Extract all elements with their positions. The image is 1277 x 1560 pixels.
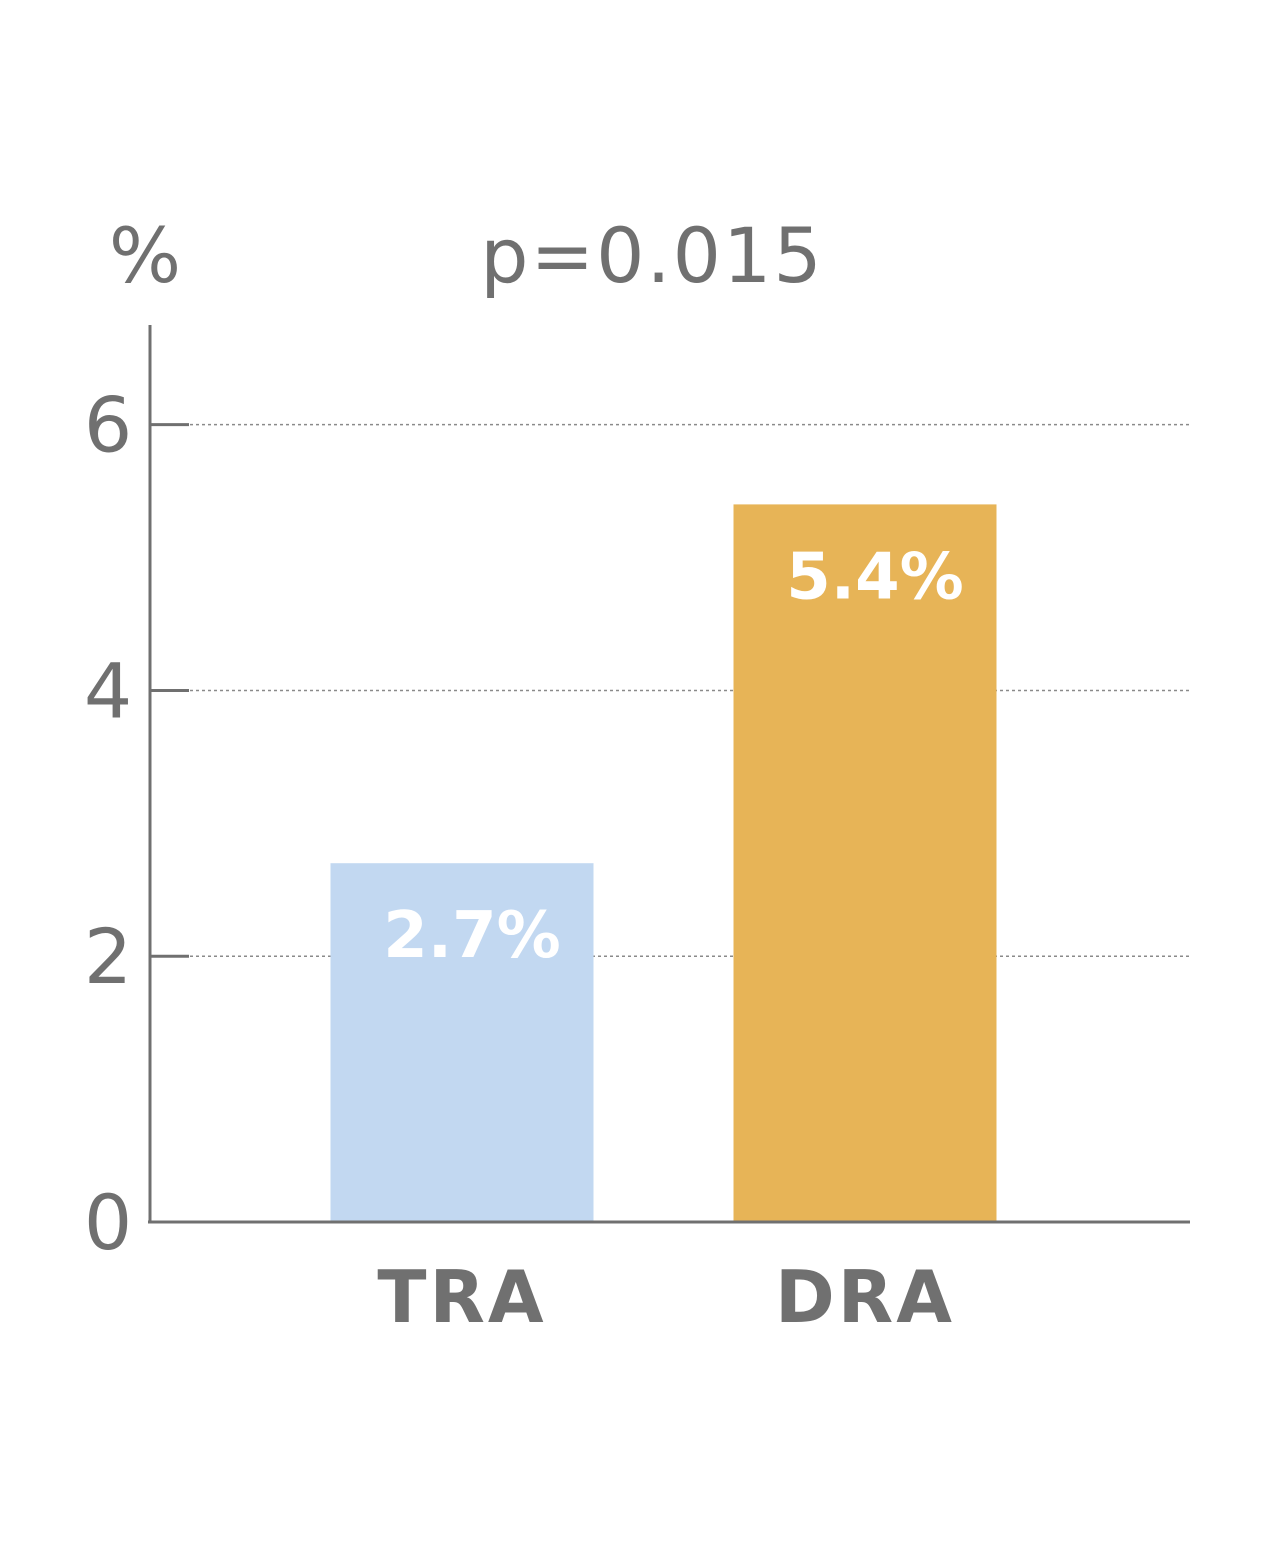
y-tick-label: 0 [84, 1178, 132, 1267]
bar-tra [330, 863, 594, 1222]
axes [148, 325, 1190, 1224]
data-label-dra: 5.4% [786, 540, 964, 614]
bars [330, 504, 997, 1222]
bar-dra [733, 504, 997, 1222]
y-axis-unit-label: % [109, 211, 181, 300]
category-labels: TRA DRA [377, 1255, 955, 1339]
y-tick-label: 4 [84, 646, 132, 735]
category-label-dra: DRA [775, 1255, 955, 1339]
y-tick-label: 2 [84, 912, 132, 1001]
y-ticks: 0 2 4 6 [84, 381, 189, 1267]
p-value-annotation: p=0.015 [480, 211, 824, 300]
gridlines [190, 423, 1190, 957]
labels: % p=0.015 [109, 211, 824, 300]
data-labels: 2.7% 5.4% [383, 540, 964, 973]
data-label-tra: 2.7% [383, 899, 561, 973]
category-label-tra: TRA [377, 1255, 546, 1339]
y-tick-label: 6 [84, 381, 132, 470]
